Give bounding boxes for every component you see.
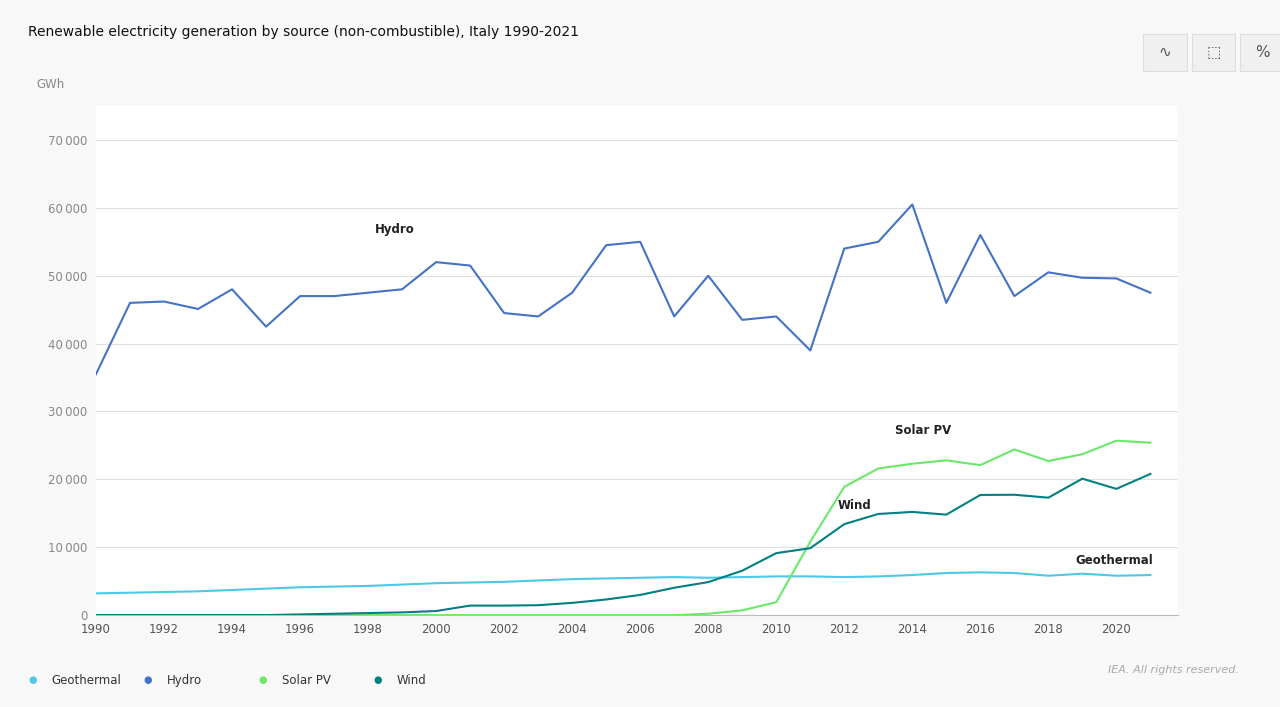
Text: Wind: Wind xyxy=(397,674,426,686)
Text: Wind: Wind xyxy=(837,499,872,512)
Text: Solar PV: Solar PV xyxy=(895,424,951,437)
Text: Hydro: Hydro xyxy=(375,223,415,236)
Text: Renewable electricity generation by source (non-combustible), Italy 1990-2021: Renewable electricity generation by sour… xyxy=(28,25,579,39)
Text: IEA. All rights reserved.: IEA. All rights reserved. xyxy=(1108,665,1239,675)
Text: ∿: ∿ xyxy=(1158,45,1171,60)
Text: ⬚: ⬚ xyxy=(1206,45,1221,60)
Text: ●: ● xyxy=(28,675,37,685)
Text: ●: ● xyxy=(259,675,268,685)
Text: %: % xyxy=(1254,45,1270,60)
Text: ●: ● xyxy=(143,675,152,685)
Text: ●: ● xyxy=(374,675,383,685)
Text: Hydro: Hydro xyxy=(166,674,201,686)
Text: Solar PV: Solar PV xyxy=(282,674,330,686)
Text: Geothermal: Geothermal xyxy=(1075,554,1153,567)
Text: GWh: GWh xyxy=(37,78,65,90)
Text: Geothermal: Geothermal xyxy=(51,674,122,686)
